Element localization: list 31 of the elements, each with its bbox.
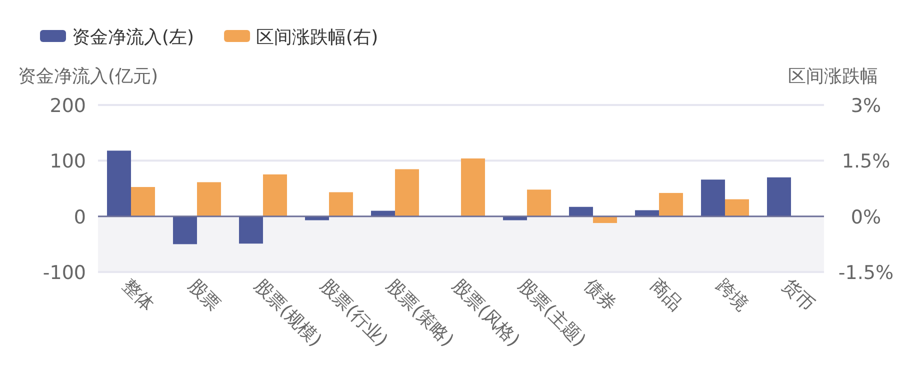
- bar: [395, 169, 419, 216]
- y2-tick-label: 1.5%: [842, 150, 890, 173]
- y-tick-label: 0: [74, 206, 86, 228]
- y-axis-title: 资金净流入(亿元): [18, 66, 158, 87]
- x-tick-label: 商品: [646, 275, 686, 316]
- bar: [767, 177, 791, 216]
- bar: [173, 216, 197, 244]
- bar: [263, 174, 287, 216]
- y2-tick-label: 3%: [850, 95, 882, 117]
- x-tick-label: 跨境: [712, 275, 752, 316]
- bar: [701, 180, 725, 216]
- x-tick-label: 股票: [184, 275, 224, 316]
- bar: [239, 216, 263, 244]
- bar: [527, 190, 551, 216]
- y-tick-label: 100: [50, 150, 86, 173]
- y-tick-label: 200: [50, 95, 86, 117]
- y2-tick-label: -1.5%: [838, 262, 894, 284]
- bar: [107, 150, 131, 216]
- legend-label: 区间涨跌幅(右): [256, 27, 378, 48]
- bar: [593, 216, 617, 224]
- bar: [461, 158, 485, 216]
- bar: [329, 192, 353, 216]
- x-tick-label: 债券: [580, 275, 620, 316]
- y2-tick-label: 0%: [850, 206, 882, 228]
- legend-label: 资金净流入(左): [72, 27, 194, 48]
- bar: [659, 192, 683, 216]
- y2-axis-title: 区间涨跌幅: [788, 66, 878, 87]
- x-tick-label: 整体: [118, 275, 158, 316]
- y-tick-label: -100: [42, 262, 86, 284]
- x-tick-label: 货币: [778, 275, 818, 316]
- bar: [197, 182, 221, 216]
